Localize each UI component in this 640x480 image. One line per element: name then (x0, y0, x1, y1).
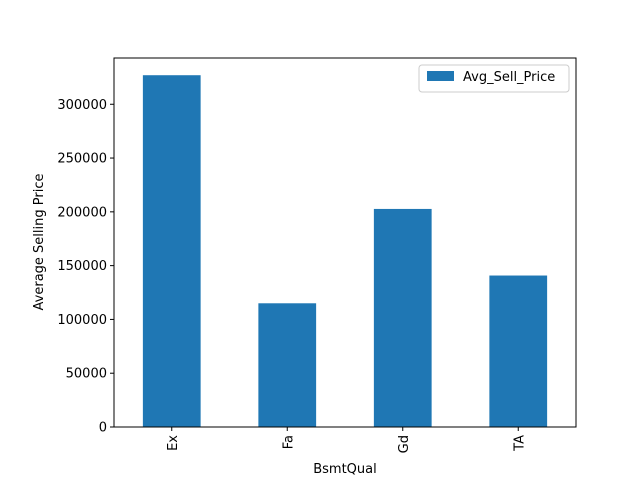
x-axis-label: BsmtQual (313, 462, 377, 477)
x-tick-label-ta: TA (512, 435, 527, 452)
x-tick-label-ex: Ex (166, 435, 181, 451)
plot-frame (113, 57, 577, 428)
legend: Avg_Sell_Price (418, 64, 570, 93)
y-tick-label: 250000 (57, 152, 107, 167)
y-tick-label: 150000 (57, 259, 107, 274)
bar-gd (373, 208, 432, 427)
y-tick-label: 100000 (57, 313, 107, 328)
y-axis: 0 50000 100000 150000 200000 250000 300000 (57, 98, 114, 436)
bar-fa (258, 303, 317, 427)
y-tick-label: 300000 (57, 98, 107, 113)
y-tick-label: 50000 (66, 367, 107, 382)
legend-label: Avg_Sell_Price (463, 70, 555, 85)
legend-box (418, 64, 570, 93)
y-axis-label: Average Selling Price (32, 174, 47, 311)
bar-ex (142, 75, 201, 427)
y-tick-label: 0 (99, 421, 107, 436)
x-tick-label-gd: Gd (397, 435, 412, 453)
bar-ta (489, 275, 548, 427)
bars-group (142, 75, 548, 427)
x-tick-label-fa: Fa (281, 435, 296, 449)
legend-swatch (427, 71, 454, 81)
y-tick-label: 200000 (57, 205, 107, 220)
x-axis: Ex Fa Gd TA (166, 427, 527, 453)
